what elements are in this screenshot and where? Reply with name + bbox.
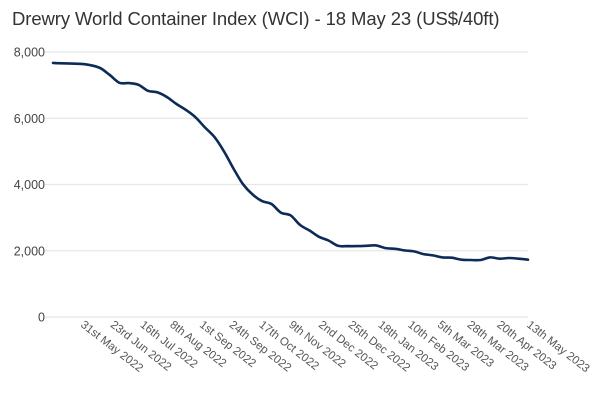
- gridlines: [45, 51, 528, 318]
- y-axis-ticks: 0 2,000 4,000 6,000 8,000: [14, 46, 45, 325]
- series-group: [51, 61, 530, 262]
- y-tick-label: 2,000: [14, 244, 45, 258]
- y-tick-label: 6,000: [14, 112, 45, 126]
- chart-title: Drewry World Container Index (WCI) - 18 …: [12, 8, 500, 29]
- y-tick-label: 4,000: [14, 178, 45, 192]
- y-tick-label: 8,000: [14, 46, 45, 60]
- y-tick-label: 0: [38, 311, 45, 325]
- series-line: [51, 61, 530, 262]
